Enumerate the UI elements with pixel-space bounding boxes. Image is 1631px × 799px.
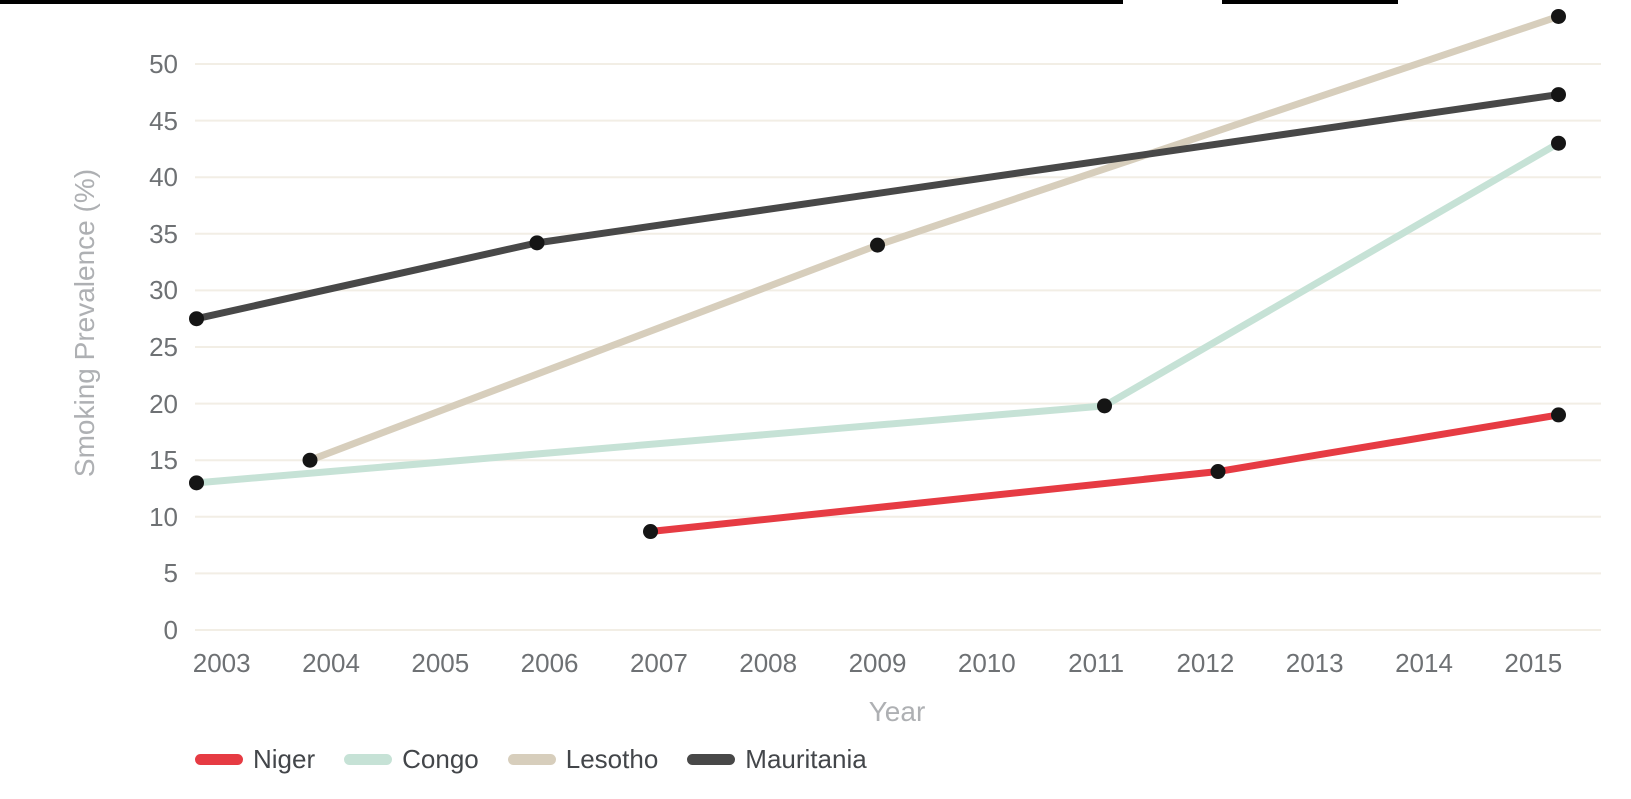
- x-tick-label-2010: 2010: [957, 648, 1016, 678]
- legend-swatch-lesotho: [507, 753, 556, 765]
- legend: Niger Congo Lesotho Mauritania: [195, 744, 867, 774]
- data-point-niger-2007: [643, 524, 658, 540]
- x-tick-label-2004: 2004: [302, 648, 360, 678]
- x-tick-label-2012: 2012: [1176, 648, 1235, 678]
- data-point-lesotho-2004: [302, 452, 318, 468]
- x-tick-label-2006: 2006: [520, 648, 579, 678]
- y-tick-label-30: 30: [149, 275, 178, 306]
- x-tick-label-2011: 2011: [1068, 648, 1125, 678]
- data-point-mauritania-2015: [1551, 87, 1566, 103]
- legend-item-mauritania: Mauritania: [687, 744, 867, 774]
- y-tick-label-5: 5: [163, 558, 178, 589]
- x-tick-label-2009: 2009: [848, 648, 907, 678]
- x-tick-label-2007: 2007: [629, 648, 688, 678]
- data-point-lesotho-2009: [870, 237, 885, 253]
- legend-swatch-mauritania: [687, 753, 736, 765]
- y-tick-label-10: 10: [149, 501, 178, 532]
- data-point-congo-2003: [189, 475, 204, 491]
- x-tick-label-2008: 2008: [739, 648, 798, 678]
- y-axis-title: Smoking Prevalence (%): [69, 168, 100, 478]
- legend-label-niger: Niger: [253, 744, 316, 774]
- y-tick-label-25: 25: [149, 332, 178, 362]
- legend-item-niger: Niger: [195, 744, 315, 774]
- data-point-mauritania-2003: [189, 311, 204, 327]
- data-point-niger-2012: [1210, 464, 1226, 480]
- y-tick-label-35: 35: [149, 218, 178, 249]
- data-point-congo-2015: [1551, 135, 1566, 151]
- series-line-lesotho: [306, 12, 1562, 464]
- y-tick-label-15: 15: [149, 445, 178, 476]
- legend-label-lesotho: Lesotho: [565, 744, 659, 774]
- legend-label-congo: Congo: [402, 744, 479, 774]
- x-tick-label-2014: 2014: [1395, 648, 1453, 678]
- x-tick-label-2005: 2005: [411, 648, 470, 678]
- top-border-bar-2: [1222, 0, 1398, 4]
- data-point-niger-2015: [1551, 407, 1566, 423]
- legend-label-mauritania: Mauritania: [745, 744, 867, 774]
- legend-swatch-congo: [344, 753, 393, 765]
- x-axis-title: Year: [868, 696, 926, 727]
- legend-item-lesotho: Lesotho: [507, 744, 659, 774]
- top-border-bar-1: [0, 0, 1123, 4]
- x-tick-label-2003: 2003: [192, 648, 251, 678]
- y-tick-label-20: 20: [149, 388, 178, 419]
- data-point-congo-2011: [1097, 398, 1112, 414]
- legend-item-congo: Congo: [344, 744, 479, 774]
- y-tick-label-0: 0: [163, 615, 178, 645]
- data-point-lesotho-2015: [1551, 8, 1566, 24]
- x-tick-label-2013: 2013: [1285, 648, 1344, 678]
- y-tick-label-40: 40: [149, 162, 178, 193]
- y-tick-label-50: 50: [149, 49, 178, 79]
- legend-swatch-niger: [195, 753, 243, 765]
- y-tick-label-45: 45: [149, 105, 178, 136]
- x-tick-label-2015: 2015: [1504, 648, 1563, 678]
- series-line-mauritania: [193, 91, 1562, 323]
- data-point-mauritania-2006: [529, 235, 545, 251]
